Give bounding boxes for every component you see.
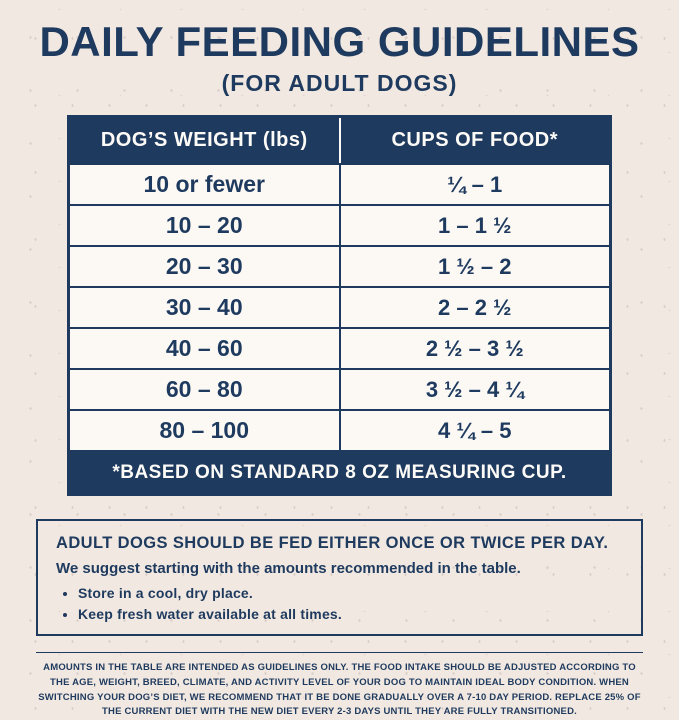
- feeding-table: DOG’S WEIGHT (lbs) CUPS OF FOOD* 10 or f…: [67, 115, 612, 497]
- table-row: 10 – 20 1 – 1 ½: [70, 204, 610, 246]
- table-row: 80 – 100 4 ¼ – 5: [70, 409, 610, 451]
- cups-cell: ¼ – 1: [338, 165, 610, 205]
- weight-cell: 20 – 30: [165, 253, 243, 280]
- table-header-cups: CUPS OF FOOD*: [338, 118, 610, 164]
- feeding-guidelines-panel: DAILY FEEDING GUIDELINES (FOR ADULT DOGS…: [0, 0, 679, 679]
- table-row: 40 – 60 2 ½ – 3 ½: [70, 327, 610, 369]
- cups-cell: 4 ¼ – 5: [338, 411, 610, 451]
- page-title: DAILY FEEDING GUIDELINES: [39, 18, 640, 65]
- table-row: 20 – 30 1 ½ – 2: [70, 245, 610, 287]
- cups-cell: 1 ½ – 2: [338, 247, 610, 287]
- cups-cell: 2 ½ – 3 ½: [338, 329, 610, 369]
- info-heading: ADULT DOGS SHOULD BE FED EITHER ONCE OR …: [56, 534, 609, 553]
- bullet-item: Store in a cool, dry place.: [78, 585, 623, 601]
- fine-print: AMOUNTS IN THE TABLE ARE INTENDED AS GUI…: [38, 662, 641, 718]
- cups-cell: 2 – 2 ½: [338, 288, 610, 328]
- weight-cell: 30 – 40: [165, 294, 243, 321]
- weight-cell: 40 – 60: [165, 335, 243, 362]
- page-subtitle: (FOR ADULT DOGS): [221, 70, 458, 97]
- table-row: 60 – 80 3 ½ – 4 ¼: [70, 368, 610, 410]
- weight-cell: 80 – 100: [159, 417, 250, 444]
- feeding-info-box: ADULT DOGS SHOULD BE FED EITHER ONCE OR …: [36, 519, 643, 637]
- table-row: 30 – 40 2 – 2 ½: [70, 286, 610, 328]
- weight-cell: 60 – 80: [165, 376, 243, 403]
- info-subheading: We suggest starting with the amounts rec…: [56, 560, 521, 578]
- table-header-row: DOG’S WEIGHT (lbs) CUPS OF FOOD*: [70, 118, 610, 164]
- table-footnote: *BASED ON STANDARD 8 OZ MEASURING CUP.: [70, 450, 609, 494]
- bullet-list: Store in a cool, dry place. Keep fresh w…: [56, 585, 623, 622]
- bullet-item: Keep fresh water available at all times.: [78, 606, 623, 622]
- cups-cell: 1 – 1 ½: [338, 206, 610, 246]
- weight-cell: 10 or fewer: [143, 171, 265, 198]
- table-row: 10 or fewer ¼ – 1: [70, 163, 610, 205]
- fine-print-section: AMOUNTS IN THE TABLE ARE INTENDED AS GUI…: [36, 652, 643, 720]
- cups-cell: 3 ½ – 4 ¼: [338, 370, 610, 410]
- weight-cell: 10 – 20: [165, 212, 243, 239]
- table-header-weight: DOG’S WEIGHT (lbs): [100, 129, 308, 152]
